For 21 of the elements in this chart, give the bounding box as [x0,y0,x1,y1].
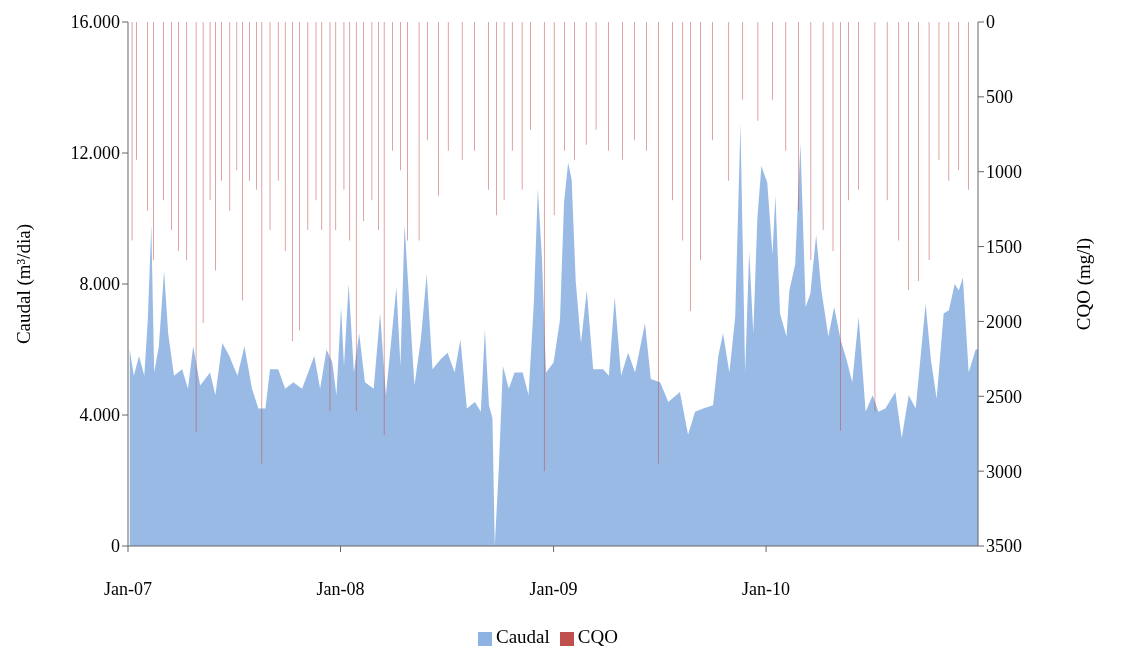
y-tick-label: 8.000 [79,274,120,295]
x-tick-label: Jan-09 [529,578,578,599]
x-tick-label: Jan-10 [742,578,791,599]
y-tick-label: 12.000 [70,143,120,164]
y-tick-label: 0 [111,536,120,557]
y2-tick-label: 2500 [986,386,1022,407]
x-tick-label: Jan-08 [316,578,365,599]
y-tick-label: 16.000 [70,12,120,33]
y2-tick-label: 3000 [986,461,1022,482]
y2-tick-label: 1000 [986,162,1022,183]
y2-tick-label: 0 [986,12,995,33]
y2-tick-label: 3500 [986,536,1022,557]
legend-label: CQO [577,626,618,647]
y-axis-title: Caudal (m³/dia) [12,223,35,345]
x-tick-label: Jan-07 [104,578,152,599]
legend-label: Caudal [496,626,550,647]
y2-tick-label: 2000 [986,311,1022,332]
y-tick-label: 4.000 [79,405,120,426]
y2-tick-label: 1500 [986,236,1022,257]
y2-axis-title: CQO (mg/l) [1072,237,1095,331]
y2-tick-label: 500 [986,87,1013,108]
